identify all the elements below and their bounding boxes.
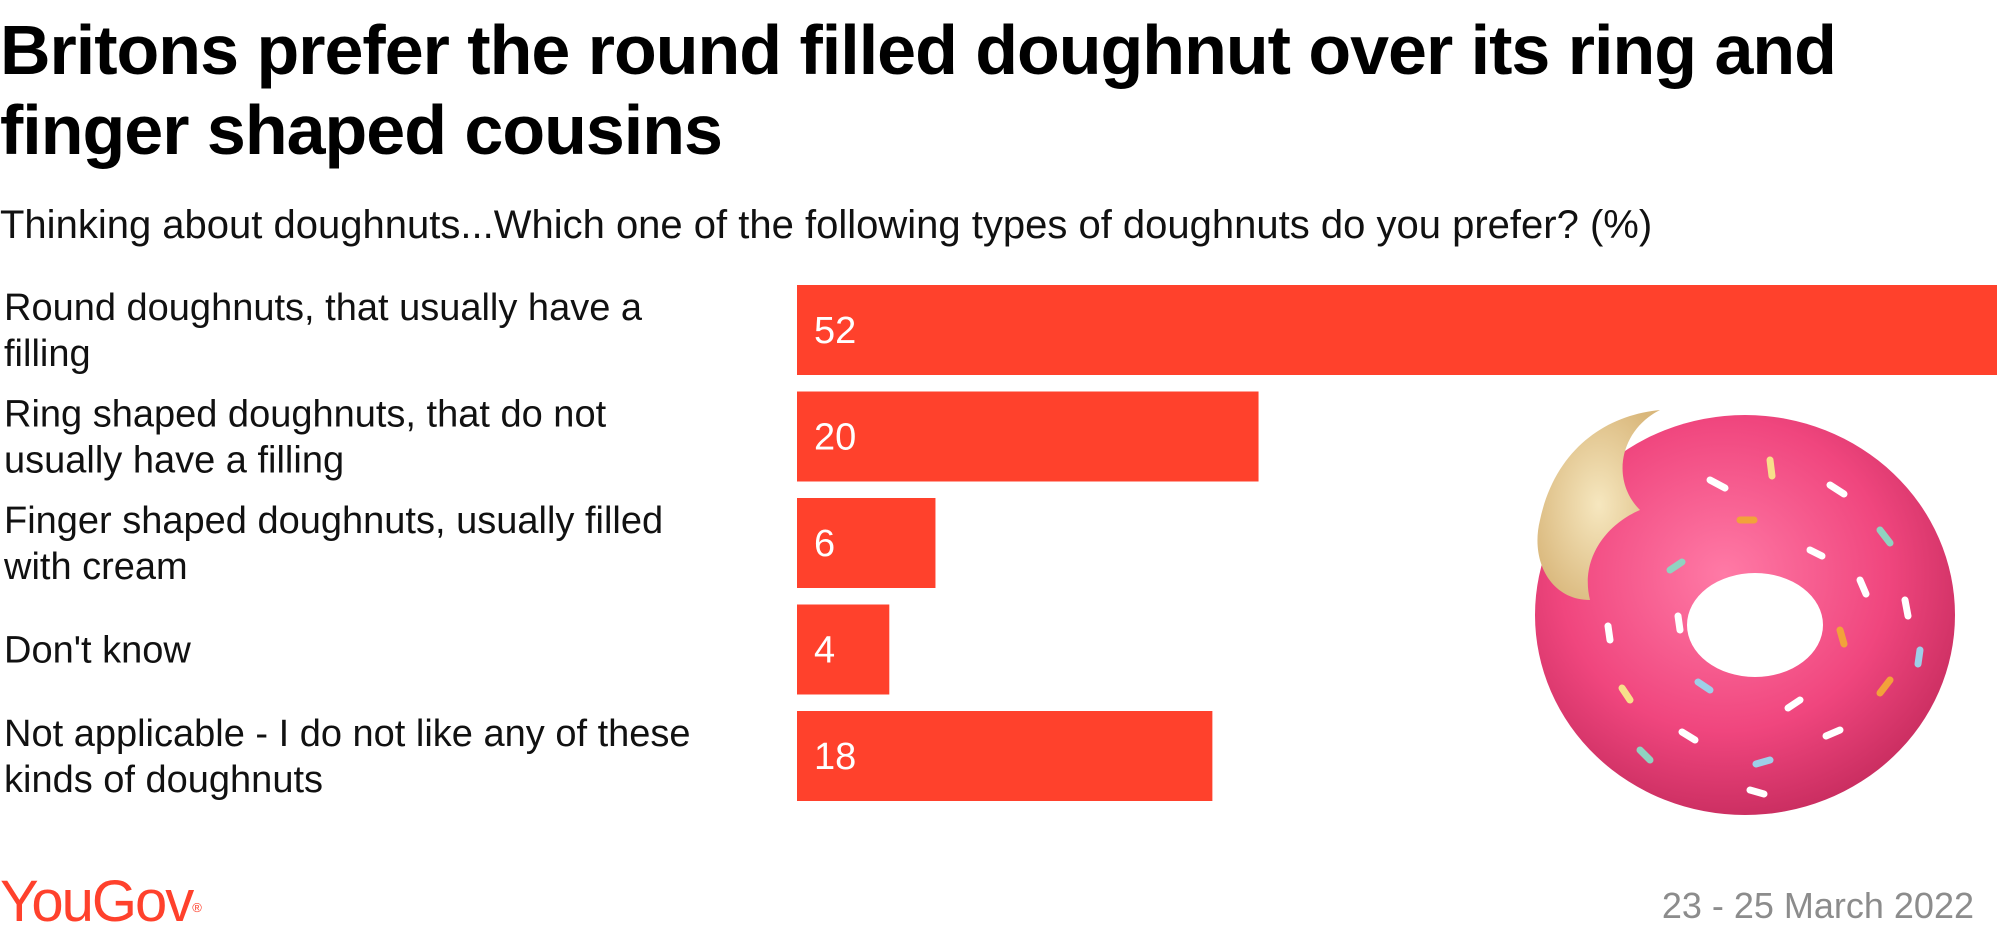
doughnut-image [1535, 410, 1955, 815]
chart-subtitle: Thinking about doughnuts...Which one of … [0, 203, 1653, 247]
category-label: Round doughnuts, that usually have a [4, 287, 643, 329]
bars-layer: 52 Round doughnuts, that usually have afi… [3, 285, 1997, 801]
doughnut-sprinkles [1604, 456, 1924, 798]
bar-value-label: 52 [814, 310, 856, 352]
category-label: filling [4, 333, 91, 375]
category-label: Not applicable - I do not like any of th… [4, 713, 691, 755]
bar-value-label: 20 [814, 417, 856, 459]
registered-mark: ® [192, 900, 202, 915]
doughnut-hole [1687, 573, 1823, 677]
doughnut-bite [1537, 410, 1660, 600]
bar [797, 391, 1259, 482]
category-label: kinds of doughnuts [4, 759, 323, 801]
logo-text: YouGov [0, 869, 194, 934]
category-label: usually have a filling [4, 440, 344, 482]
category-label: Ring shaped doughnuts, that do not [4, 394, 607, 436]
bar [797, 604, 890, 695]
bar-value-label: 4 [814, 630, 835, 672]
category-label: Finger shaped doughnuts, usually filled [4, 500, 663, 542]
category-label: Don't know [4, 630, 191, 672]
bar [797, 498, 936, 588]
chart-title: Britons prefer the round filled doughnut… [0, 11, 1837, 169]
bar-value-label: 6 [814, 523, 835, 565]
bar [797, 285, 1997, 375]
bar-chart: 52 Round doughnuts, that usually have afi… [3, 285, 1997, 801]
survey-date: 23 - 25 March 2022 [1661, 885, 1974, 926]
bar [797, 711, 1213, 801]
yougov-logo: YouGov® [0, 872, 202, 932]
bar-value-label: 18 [814, 736, 856, 778]
category-label: with cream [3, 546, 188, 588]
